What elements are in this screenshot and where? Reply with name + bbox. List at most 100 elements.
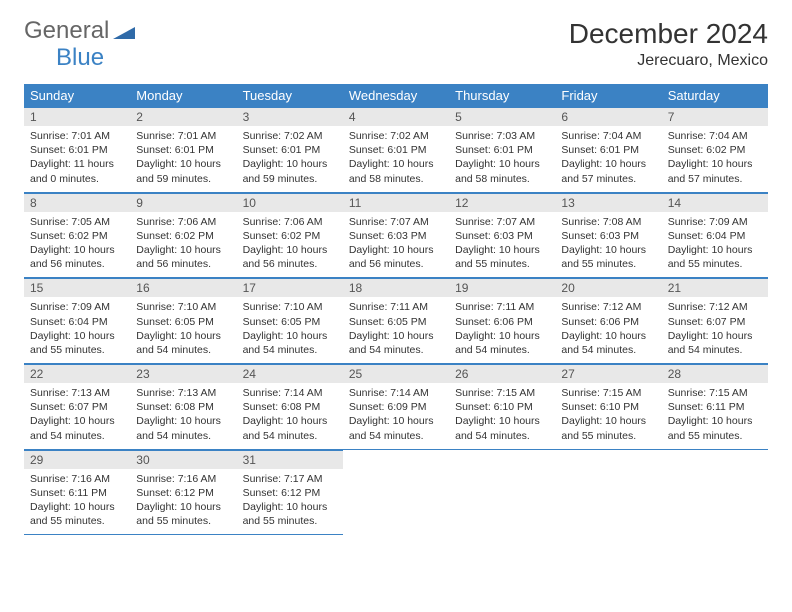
day-number: 2: [130, 107, 236, 126]
day-body: Sunrise: 7:02 AMSunset: 6:01 PMDaylight:…: [343, 126, 449, 192]
sunrise-text: Sunrise: 7:02 AM: [349, 129, 443, 143]
sunrise-text: Sunrise: 7:17 AM: [243, 472, 337, 486]
day-number: 13: [555, 193, 661, 212]
day-body: Sunrise: 7:09 AMSunset: 6:04 PMDaylight:…: [24, 297, 130, 363]
day-body: Sunrise: 7:04 AMSunset: 6:02 PMDaylight:…: [662, 126, 768, 192]
daylight-text: Daylight: 10 hours and 54 minutes.: [455, 414, 549, 442]
sunset-text: Sunset: 6:01 PM: [243, 143, 337, 157]
sunset-text: Sunset: 6:02 PM: [668, 143, 762, 157]
sunrise-text: Sunrise: 7:04 AM: [561, 129, 655, 143]
daylight-text: Daylight: 10 hours and 55 minutes.: [561, 414, 655, 442]
dow-header: Saturday: [662, 84, 768, 107]
day-body: Sunrise: 7:12 AMSunset: 6:06 PMDaylight:…: [555, 297, 661, 363]
sunrise-text: Sunrise: 7:15 AM: [561, 386, 655, 400]
day-body: Sunrise: 7:13 AMSunset: 6:07 PMDaylight:…: [24, 383, 130, 449]
daylight-text: Daylight: 10 hours and 55 minutes.: [455, 243, 549, 271]
sunset-text: Sunset: 6:08 PM: [136, 400, 230, 414]
sunrise-text: Sunrise: 7:15 AM: [668, 386, 762, 400]
day-number: 3: [237, 107, 343, 126]
sunrise-text: Sunrise: 7:15 AM: [455, 386, 549, 400]
daylight-text: Daylight: 10 hours and 55 minutes.: [561, 243, 655, 271]
day-number: 27: [555, 364, 661, 383]
sunrise-text: Sunrise: 7:09 AM: [30, 300, 124, 314]
sunrise-text: Sunrise: 7:11 AM: [349, 300, 443, 314]
daylight-text: Daylight: 10 hours and 54 minutes.: [349, 329, 443, 357]
daylight-text: Daylight: 10 hours and 57 minutes.: [668, 157, 762, 185]
day-number: 23: [130, 364, 236, 383]
dow-header: Friday: [555, 84, 661, 107]
day-body: Sunrise: 7:15 AMSunset: 6:10 PMDaylight:…: [555, 383, 661, 449]
sunrise-text: Sunrise: 7:01 AM: [136, 129, 230, 143]
logo-word-blue: Blue: [56, 44, 104, 72]
day-body: Sunrise: 7:08 AMSunset: 6:03 PMDaylight:…: [555, 212, 661, 278]
daylight-text: Daylight: 11 hours and 0 minutes.: [30, 157, 124, 185]
calendar-day-cell: 3Sunrise: 7:02 AMSunset: 6:01 PMDaylight…: [237, 107, 343, 192]
day-number: 8: [24, 193, 130, 212]
day-body: Sunrise: 7:07 AMSunset: 6:03 PMDaylight:…: [343, 212, 449, 278]
day-body: Sunrise: 7:15 AMSunset: 6:11 PMDaylight:…: [662, 383, 768, 449]
calendar-day-cell: 23Sunrise: 7:13 AMSunset: 6:08 PMDayligh…: [130, 364, 236, 450]
day-number: 24: [237, 364, 343, 383]
day-number: 31: [237, 450, 343, 469]
daylight-text: Daylight: 10 hours and 55 minutes.: [243, 500, 337, 528]
daylight-text: Daylight: 10 hours and 54 minutes.: [455, 329, 549, 357]
sunrise-text: Sunrise: 7:07 AM: [455, 215, 549, 229]
calendar-day-cell: 1Sunrise: 7:01 AMSunset: 6:01 PMDaylight…: [24, 107, 130, 192]
daylight-text: Daylight: 10 hours and 56 minutes.: [349, 243, 443, 271]
sunset-text: Sunset: 6:12 PM: [136, 486, 230, 500]
calendar-day-cell: 25Sunrise: 7:14 AMSunset: 6:09 PMDayligh…: [343, 364, 449, 450]
header: General December 2024 Jerecuaro, Mexico: [24, 18, 768, 70]
daylight-text: Daylight: 10 hours and 59 minutes.: [136, 157, 230, 185]
sunset-text: Sunset: 6:06 PM: [561, 315, 655, 329]
day-body: Sunrise: 7:11 AMSunset: 6:06 PMDaylight:…: [449, 297, 555, 363]
title-block: December 2024 Jerecuaro, Mexico: [569, 18, 768, 70]
sunrise-text: Sunrise: 7:11 AM: [455, 300, 549, 314]
sunrise-text: Sunrise: 7:12 AM: [561, 300, 655, 314]
day-number: 21: [662, 278, 768, 297]
sunset-text: Sunset: 6:01 PM: [455, 143, 549, 157]
daylight-text: Daylight: 10 hours and 56 minutes.: [136, 243, 230, 271]
day-number: 25: [343, 364, 449, 383]
day-body: Sunrise: 7:17 AMSunset: 6:12 PMDaylight:…: [237, 469, 343, 535]
sunrise-text: Sunrise: 7:02 AM: [243, 129, 337, 143]
daylight-text: Daylight: 10 hours and 59 minutes.: [243, 157, 337, 185]
calendar-day-cell: 11Sunrise: 7:07 AMSunset: 6:03 PMDayligh…: [343, 192, 449, 278]
day-body: Sunrise: 7:15 AMSunset: 6:10 PMDaylight:…: [449, 383, 555, 449]
daylight-text: Daylight: 10 hours and 54 minutes.: [243, 414, 337, 442]
calendar-day-cell: [555, 449, 661, 535]
calendar-day-cell: 27Sunrise: 7:15 AMSunset: 6:10 PMDayligh…: [555, 364, 661, 450]
daylight-text: Daylight: 10 hours and 58 minutes.: [349, 157, 443, 185]
sunset-text: Sunset: 6:10 PM: [455, 400, 549, 414]
sunrise-text: Sunrise: 7:13 AM: [30, 386, 124, 400]
sunset-text: Sunset: 6:05 PM: [349, 315, 443, 329]
daylight-text: Daylight: 10 hours and 54 minutes.: [243, 329, 337, 357]
sunset-text: Sunset: 6:05 PM: [243, 315, 337, 329]
day-number: 4: [343, 107, 449, 126]
day-number: 10: [237, 193, 343, 212]
day-number: 19: [449, 278, 555, 297]
sunset-text: Sunset: 6:11 PM: [30, 486, 124, 500]
day-body: Sunrise: 7:02 AMSunset: 6:01 PMDaylight:…: [237, 126, 343, 192]
day-number: 22: [24, 364, 130, 383]
day-body: Sunrise: 7:12 AMSunset: 6:07 PMDaylight:…: [662, 297, 768, 363]
day-body: Sunrise: 7:05 AMSunset: 6:02 PMDaylight:…: [24, 212, 130, 278]
sunset-text: Sunset: 6:07 PM: [668, 315, 762, 329]
calendar-day-cell: 22Sunrise: 7:13 AMSunset: 6:07 PMDayligh…: [24, 364, 130, 450]
calendar-day-cell: 15Sunrise: 7:09 AMSunset: 6:04 PMDayligh…: [24, 278, 130, 364]
daylight-text: Daylight: 10 hours and 58 minutes.: [455, 157, 549, 185]
daylight-text: Daylight: 10 hours and 57 minutes.: [561, 157, 655, 185]
daylight-text: Daylight: 10 hours and 56 minutes.: [30, 243, 124, 271]
calendar-day-cell: 20Sunrise: 7:12 AMSunset: 6:06 PMDayligh…: [555, 278, 661, 364]
sunrise-text: Sunrise: 7:16 AM: [30, 472, 124, 486]
daylight-text: Daylight: 10 hours and 54 minutes.: [136, 414, 230, 442]
calendar-day-cell: 9Sunrise: 7:06 AMSunset: 6:02 PMDaylight…: [130, 192, 236, 278]
calendar-day-cell: 7Sunrise: 7:04 AMSunset: 6:02 PMDaylight…: [662, 107, 768, 192]
day-number: 12: [449, 193, 555, 212]
day-number: 28: [662, 364, 768, 383]
calendar-week-row: 8Sunrise: 7:05 AMSunset: 6:02 PMDaylight…: [24, 192, 768, 278]
calendar-day-cell: 24Sunrise: 7:14 AMSunset: 6:08 PMDayligh…: [237, 364, 343, 450]
sunset-text: Sunset: 6:10 PM: [561, 400, 655, 414]
day-body: Sunrise: 7:16 AMSunset: 6:12 PMDaylight:…: [130, 469, 236, 535]
sunset-text: Sunset: 6:07 PM: [30, 400, 124, 414]
day-body: Sunrise: 7:14 AMSunset: 6:09 PMDaylight:…: [343, 383, 449, 449]
